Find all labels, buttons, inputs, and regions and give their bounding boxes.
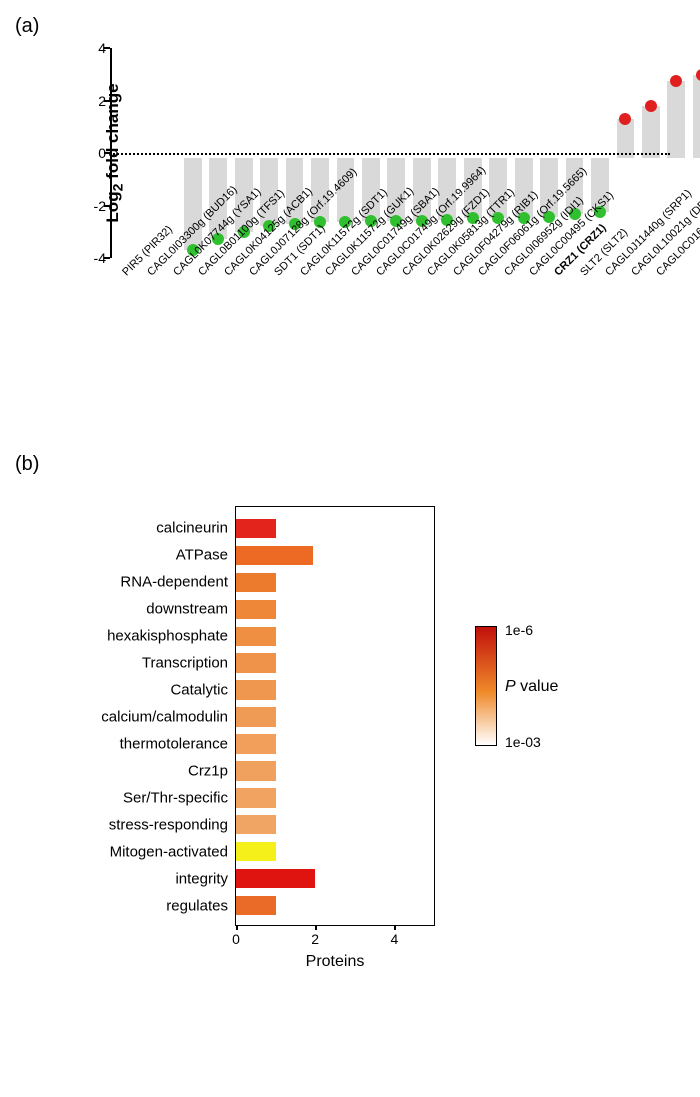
chart-b-category-label: thermotolerance [120, 735, 236, 752]
chart-b-row: Catalytic [236, 677, 434, 704]
chart-b-bar [236, 546, 313, 565]
chart-b-legend-bottom: 1e-03 [505, 734, 541, 750]
chart-b-x-label: Proteins [306, 953, 365, 971]
chart-a-ytick: 4 [82, 40, 106, 56]
chart-b-category-label: Catalytic [170, 682, 236, 699]
chart-b-legend-gradient [475, 626, 497, 746]
chart-b-xtick: 2 [311, 931, 319, 947]
chart-a: Log2 fold change -4-2024 PIR5 (PIR32)CAG… [40, 43, 700, 423]
chart-a-ytick: 0 [82, 145, 106, 161]
chart-b-row: calcium/calmodulin [236, 704, 434, 731]
chart-b-bar [236, 761, 276, 780]
chart-b-row: Mitogen-activated [236, 838, 434, 865]
chart-b-bar [236, 842, 276, 861]
chart-b-row: thermotolerance [236, 731, 434, 758]
chart-b-category-label: stress-responding [109, 816, 236, 833]
chart-b-bar [236, 653, 276, 672]
chart-b-legend-title: P value [505, 678, 558, 696]
chart-b-bar [236, 519, 276, 538]
chart-b-category-label: Transcription [142, 655, 236, 672]
chart-a-marker [619, 113, 631, 125]
chart-b-category-label: Ser/Thr-specific [123, 789, 236, 806]
chart-a-ytick: -2 [82, 198, 106, 214]
chart-b-row: downstream [236, 596, 434, 623]
chart-b-row: hexakisphosphate [236, 623, 434, 650]
chart-b-category-label: calcineurin [156, 520, 236, 537]
chart-a-bar [667, 81, 685, 158]
chart-b-xtick: 4 [390, 931, 398, 947]
chart-b-row: stress-responding [236, 811, 434, 838]
chart-b-category-label: integrity [175, 870, 236, 887]
chart-b-bar [236, 734, 276, 753]
chart-b-legend: 1e-6 1e-03 P value [475, 626, 605, 746]
chart-b-legend-top: 1e-6 [505, 622, 533, 638]
chart-b-category-label: Crz1p [188, 762, 236, 779]
chart-a-marker [645, 100, 657, 112]
panel-b-label: (b) [15, 453, 690, 476]
chart-b-category-label: regulates [166, 897, 236, 914]
chart-b-row: Transcription [236, 650, 434, 677]
chart-b-plot-area: calcineurinATPaseRNA-dependentdownstream… [235, 506, 435, 926]
chart-a-bar [642, 106, 660, 159]
chart-b-row: RNA-dependent [236, 569, 434, 596]
chart-b-bar [236, 627, 276, 646]
chart-b-category-label: Mitogen-activated [110, 843, 236, 860]
chart-b-category-label: RNA-dependent [120, 574, 236, 591]
chart-b-bar [236, 680, 276, 699]
chart-b-row: ATPase [236, 542, 434, 569]
chart-b-xtick: 0 [232, 931, 240, 947]
chart-b-row: regulates [236, 892, 434, 919]
chart-b-bar [236, 815, 276, 834]
chart-b-category-label: downstream [146, 601, 236, 618]
chart-b-category-label: ATPase [176, 547, 236, 564]
chart-b-bar [236, 707, 276, 726]
chart-b-row: Ser/Thr-specific [236, 784, 434, 811]
chart-b-bar [236, 788, 276, 807]
chart-a-zero-line [110, 153, 670, 155]
chart-b-bar [236, 869, 315, 888]
chart-b: calcineurinATPaseRNA-dependentdownstream… [10, 496, 670, 976]
chart-a-ytick: -4 [82, 250, 106, 266]
chart-a-ytick: 2 [82, 93, 106, 109]
chart-a-bar [693, 75, 700, 158]
panel-a-label: (a) [15, 15, 690, 38]
chart-b-bar [236, 600, 276, 619]
chart-b-row: Crz1p [236, 757, 434, 784]
chart-b-row: integrity [236, 865, 434, 892]
chart-b-bar [236, 896, 276, 915]
chart-b-category-label: hexakisphosphate [107, 628, 236, 645]
chart-b-category-label: calcium/calmodulin [101, 709, 236, 726]
chart-a-marker [670, 75, 682, 87]
chart-b-row: calcineurin [236, 515, 434, 542]
chart-b-bar [236, 573, 276, 592]
